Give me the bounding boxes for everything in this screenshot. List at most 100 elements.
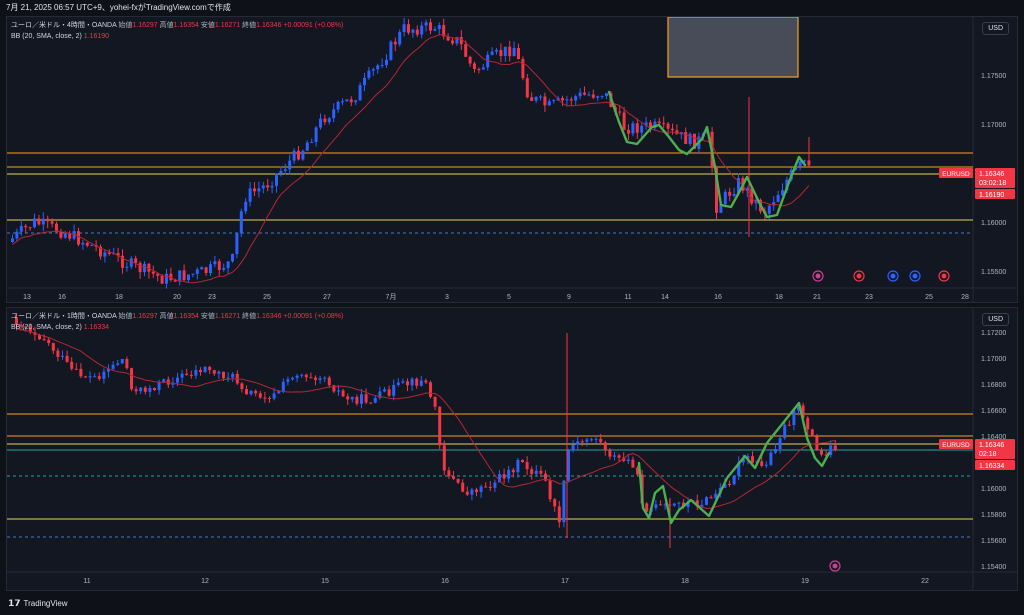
candle-body: [810, 429, 814, 437]
currency-selector[interactable]: USD: [982, 22, 1009, 35]
candle-body: [116, 253, 120, 256]
candle-body: [659, 504, 662, 506]
candle-body: [187, 274, 190, 281]
tradingview-logo[interactable]: 𝟭𝟳 TradingView: [8, 598, 68, 609]
candle-body: [475, 489, 478, 493]
low-value: 1.16271: [214, 313, 241, 320]
footer-bar: 𝟭𝟳 TradingView: [0, 591, 1024, 615]
bb-indicator-value: 1.16190: [83, 33, 110, 40]
countdown-timer: 02:18: [979, 451, 997, 458]
candle-body: [88, 376, 92, 378]
candle-body: [93, 376, 97, 378]
candle-body: [337, 390, 340, 392]
bollinger-basis-line: [12, 34, 810, 284]
candle-body: [24, 326, 28, 328]
candle-body: [684, 132, 688, 145]
candle-body: [314, 127, 318, 143]
candle-body: [173, 280, 177, 282]
candle-body: [561, 97, 564, 101]
symbol-tag-bg: [939, 439, 973, 449]
candle-body: [65, 355, 69, 362]
candle-body: [599, 438, 603, 443]
candle-body: [367, 70, 371, 78]
candle-body: [608, 450, 612, 457]
candle-body: [209, 264, 212, 274]
candle-body: [121, 255, 124, 268]
candle-body: [47, 339, 51, 344]
candle-body: [411, 29, 415, 33]
candle-body: [70, 361, 74, 369]
candle-body: [705, 497, 708, 505]
candle-body: [143, 387, 147, 392]
candle-body: [671, 128, 674, 131]
low-label: 安値: [200, 313, 215, 320]
bb-indicator-label[interactable]: BB (20, SMA, close, 2): [11, 33, 82, 40]
candle-body: [767, 205, 771, 214]
candle-body: [160, 275, 164, 284]
candle-body: [185, 373, 189, 375]
candle-body: [392, 384, 396, 396]
candle-body: [498, 474, 501, 483]
candle-body: [371, 69, 375, 71]
candle-body: [231, 373, 235, 378]
candle-body: [383, 389, 386, 392]
current-price-tag: 1.16346: [979, 171, 1004, 178]
candle-body: [672, 503, 676, 506]
candle-body: [355, 396, 359, 404]
time-axis-label: 13: [23, 294, 31, 301]
candle-body: [195, 269, 199, 274]
candle-body: [288, 160, 292, 170]
candle-body: [341, 101, 344, 103]
time-axis-label: 23: [865, 294, 873, 301]
economic-event-icon: [887, 270, 899, 282]
candle-body: [349, 99, 353, 103]
candle-body: [97, 376, 101, 379]
candle-body: [378, 391, 382, 398]
chart-canvas-4h[interactable]: 1.175001.170001.165001.160001.1550013161…: [7, 17, 1018, 303]
candle-body: [567, 450, 570, 481]
symbol-tag: EURUSD: [942, 442, 970, 449]
candle-body: [310, 142, 314, 144]
chart-panel-1h[interactable]: 1.17200 1.17000 1.16800 1.16600 1.16400 1.162…: [6, 307, 1018, 591]
bb-indicator-label[interactable]: BB (20, SMA, close, 2): [11, 324, 82, 331]
candle-body: [746, 456, 750, 459]
candle-body: [447, 470, 451, 477]
candle-body: [662, 123, 666, 125]
candle-body: [732, 193, 736, 196]
candle-body: [442, 445, 446, 471]
high-label: 高値: [159, 313, 174, 320]
candle-body: [74, 368, 78, 370]
candle-body: [253, 188, 256, 192]
time-axis-label: 25: [925, 294, 933, 301]
candle-body: [635, 123, 639, 133]
candle-body: [525, 78, 529, 98]
time-axis-label: 11: [83, 578, 90, 585]
candle-body: [19, 324, 23, 327]
candle-body: [178, 270, 182, 282]
candle-body: [626, 459, 630, 462]
candle-body: [107, 252, 111, 254]
candle-body: [451, 40, 454, 44]
candle-body: [176, 377, 179, 383]
candle-body: [645, 503, 649, 512]
candle-body: [477, 69, 481, 71]
candle-body: [254, 390, 258, 394]
candle-body: [360, 394, 363, 404]
chart-canvas-1h[interactable]: 1.17200 1.17000 1.16800 1.16600 1.16400 1.162…: [7, 308, 1018, 591]
candle-body: [751, 456, 754, 463]
currency-selector[interactable]: USD: [982, 313, 1009, 326]
candle-body: [715, 167, 718, 213]
low-value: 1.16271: [214, 22, 241, 29]
candle-body: [539, 470, 543, 474]
price-tag-bg: [975, 439, 1015, 459]
candle-body: [239, 211, 243, 234]
candle-body: [557, 506, 561, 523]
candle-body: [248, 188, 252, 202]
candle-body: [543, 96, 547, 106]
economic-event-icon-core: [912, 273, 918, 279]
price-axis-label: 1.17000: [981, 356, 1006, 363]
candle-body: [376, 65, 380, 70]
chart-panel-4h[interactable]: 1.175001.170001.165001.160001.1550013161…: [6, 16, 1018, 303]
candle-body: [424, 22, 428, 26]
candle-body: [534, 470, 538, 475]
